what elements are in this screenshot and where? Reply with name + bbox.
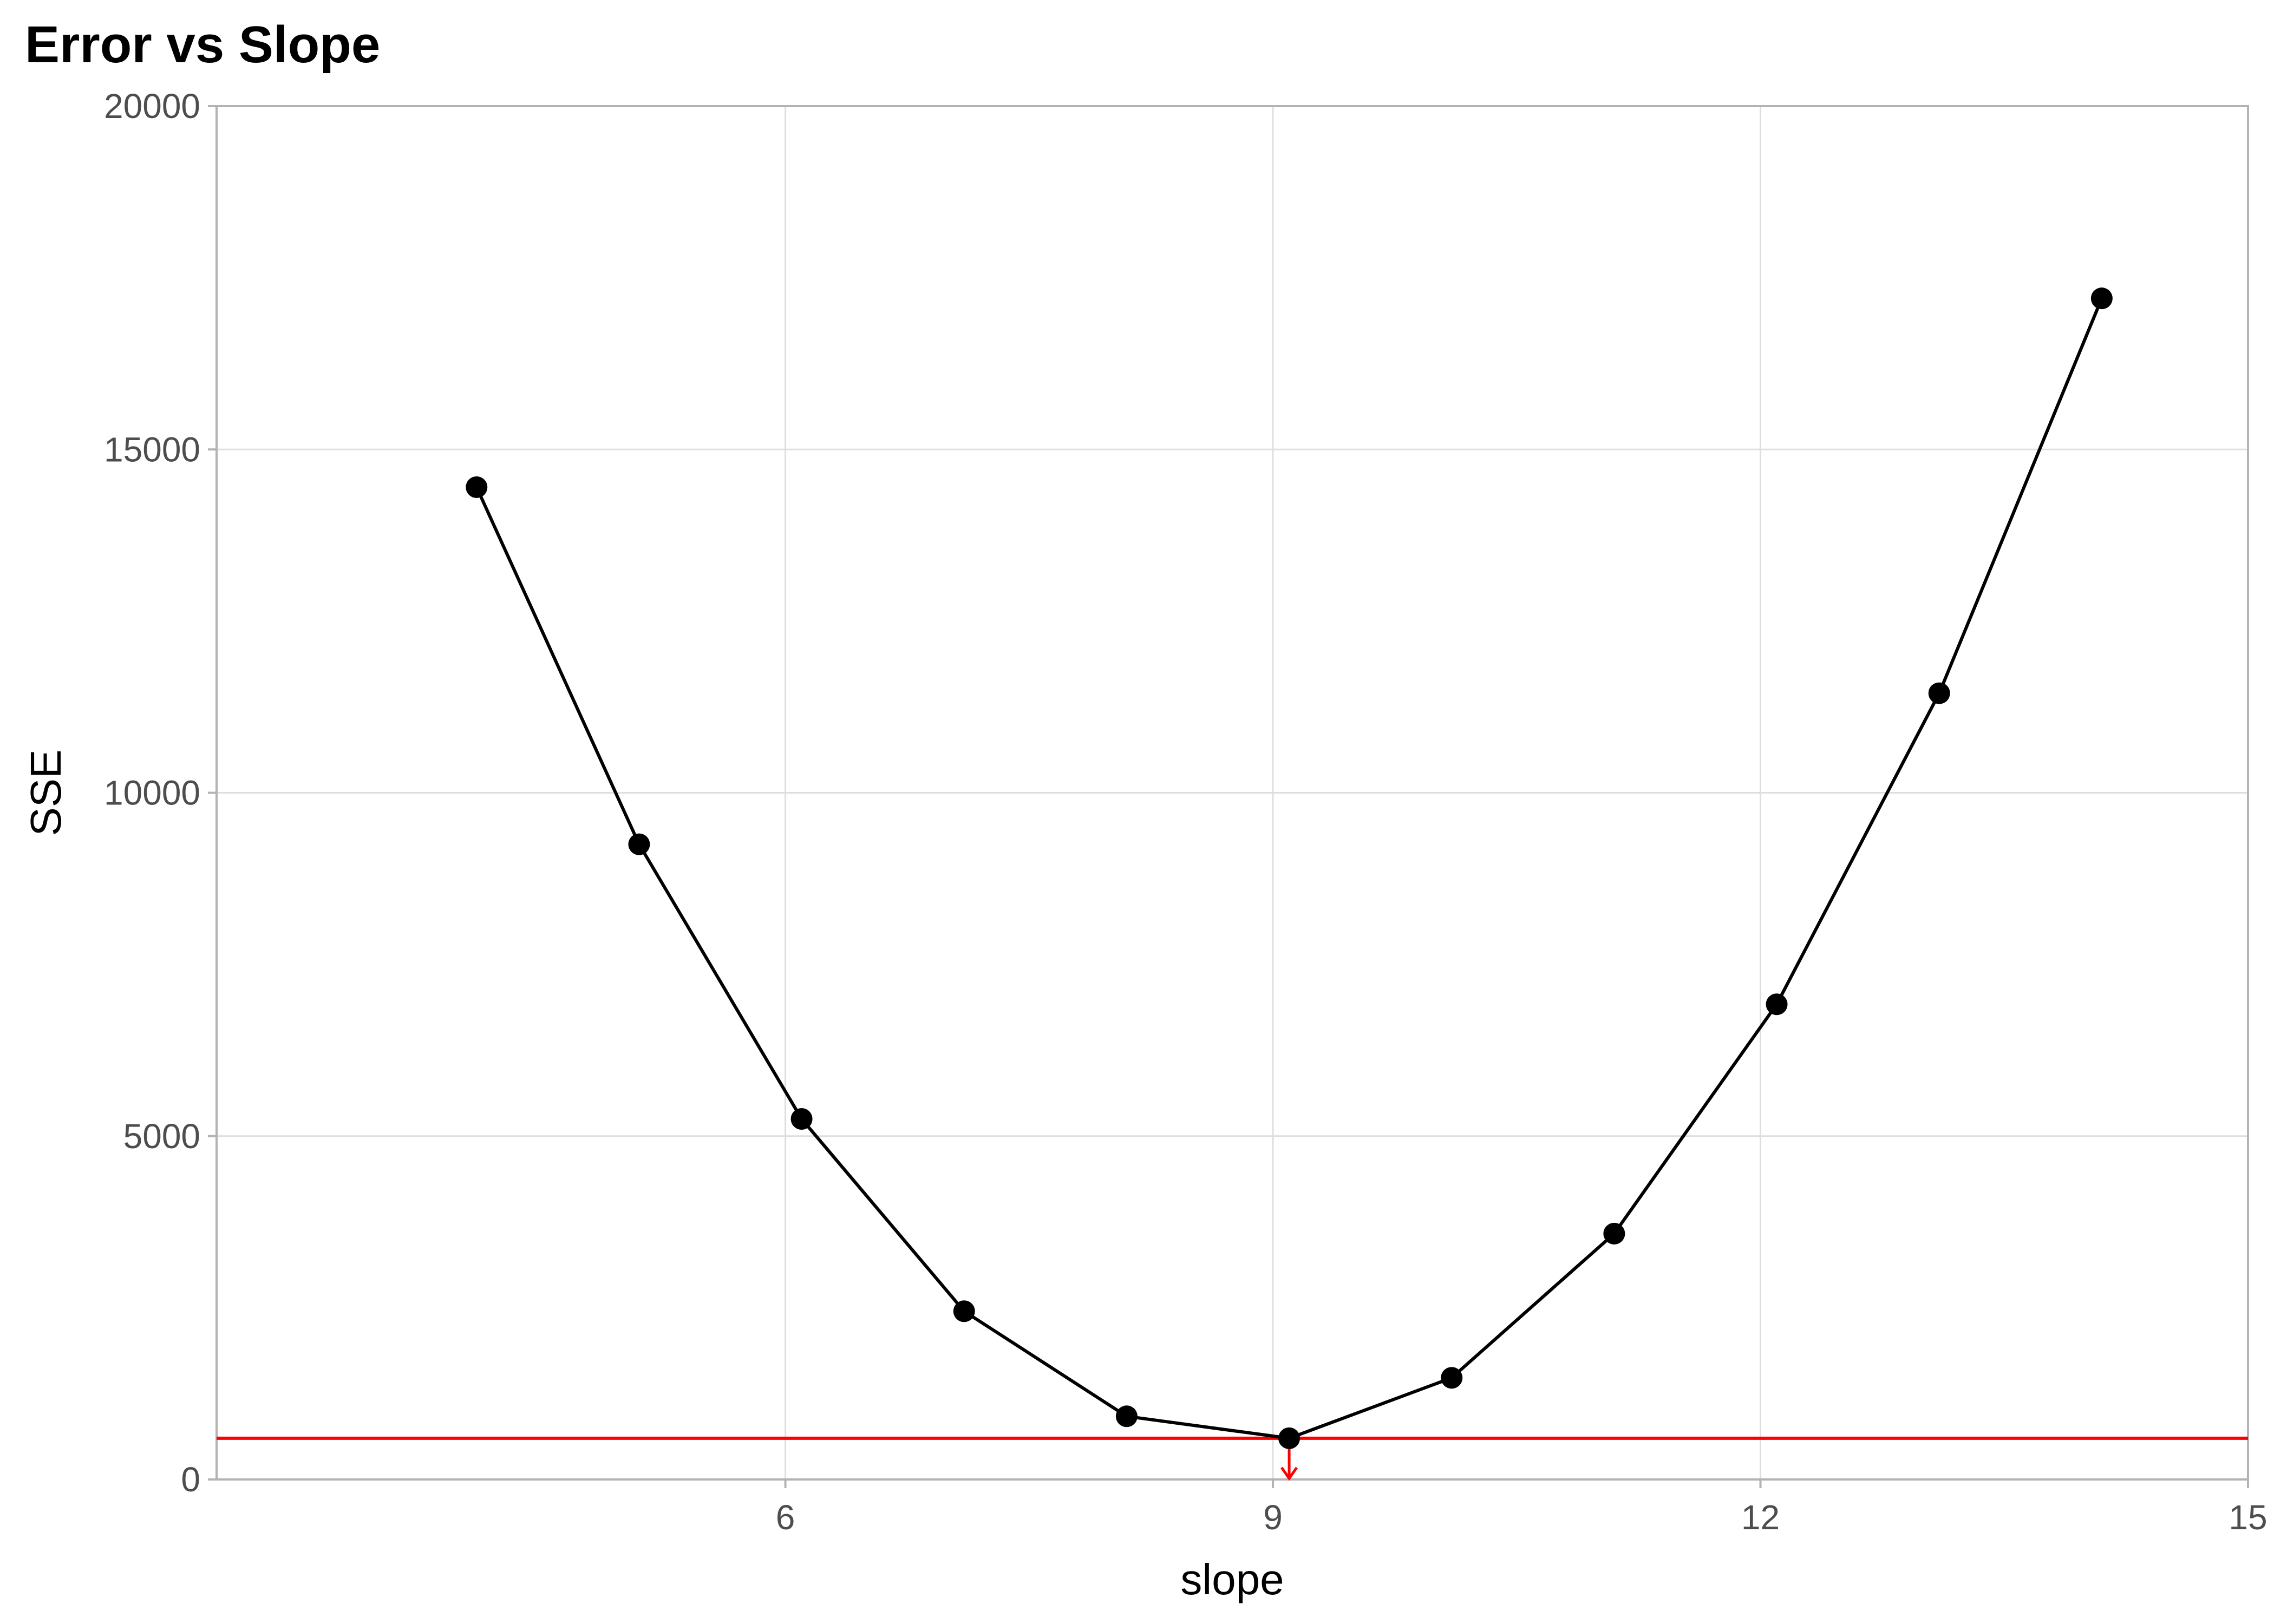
data-point [466,476,488,499]
data-point [1115,1405,1138,1427]
data-point [628,833,650,855]
data-point [1603,1222,1625,1245]
y-tick-label: 0 [181,1460,200,1499]
data-point [1278,1427,1301,1449]
series-layer [466,287,2113,1449]
y-tick-label: 10000 [104,774,200,813]
data-point [1441,1367,1463,1389]
y-tick-label: 5000 [123,1117,200,1156]
data-point [790,1108,813,1130]
x-tick-label: 9 [1263,1498,1283,1537]
y-axis-title: SSE [22,749,70,836]
data-point [1928,682,1950,704]
chart-title: Error vs Slope [25,16,380,74]
data-point [1766,993,1788,1016]
x-tick-label: 12 [1741,1498,1780,1537]
x-tick-label: 15 [2229,1498,2267,1537]
data-point [953,1300,975,1322]
x-axis-title: slope [1180,1555,1284,1603]
data-point [2090,287,2113,310]
y-tick-label: 15000 [104,430,200,469]
min-arrow-head [1280,1466,1298,1481]
x-tick-label: 6 [776,1498,795,1537]
y-tick-label: 20000 [104,87,200,126]
axes: 0 5000 10000 15000 20000 6 9 12 15 [104,87,2268,1537]
